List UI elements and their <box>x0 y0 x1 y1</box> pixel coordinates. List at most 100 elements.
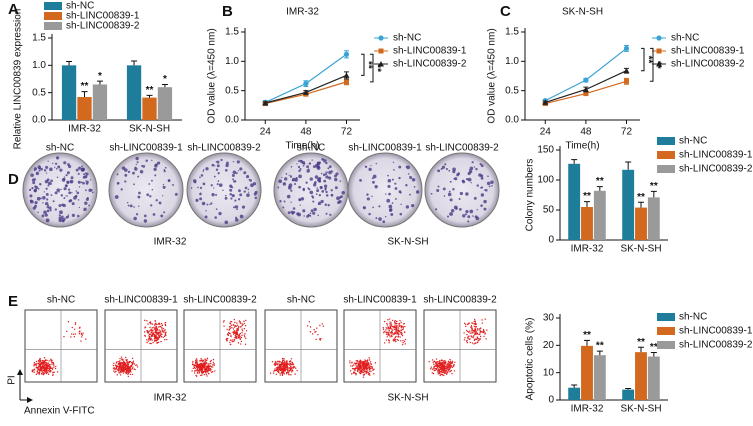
event <box>158 326 160 328</box>
event <box>474 332 477 335</box>
colony <box>294 183 297 186</box>
event <box>354 369 356 372</box>
colony <box>337 201 341 204</box>
colony <box>473 166 476 168</box>
legend-marker <box>378 35 384 41</box>
event <box>468 335 470 337</box>
event <box>161 326 163 329</box>
event <box>394 319 396 322</box>
colony <box>384 215 387 218</box>
colony <box>45 165 49 169</box>
colony <box>387 184 391 188</box>
colony <box>61 178 66 182</box>
event <box>404 338 407 341</box>
colony <box>297 212 302 217</box>
colony <box>302 164 305 167</box>
event <box>400 340 402 342</box>
event <box>290 364 292 366</box>
colony <box>324 203 328 206</box>
event <box>404 325 406 328</box>
event <box>294 373 296 375</box>
colony <box>390 212 394 216</box>
colony <box>232 170 237 175</box>
colony <box>307 187 309 189</box>
event <box>287 369 289 372</box>
event <box>233 330 236 332</box>
event <box>128 361 130 364</box>
colony <box>142 165 146 168</box>
event <box>66 330 68 333</box>
event <box>368 367 370 369</box>
colony <box>71 213 75 217</box>
event <box>441 366 443 369</box>
event <box>162 331 165 333</box>
event <box>208 363 211 365</box>
event <box>437 371 439 373</box>
colony <box>435 208 438 211</box>
panel-letter: E <box>8 293 18 310</box>
event <box>121 362 124 364</box>
colony <box>313 183 317 187</box>
event <box>35 360 38 363</box>
event <box>389 323 391 325</box>
event <box>160 333 162 335</box>
colony <box>287 211 291 215</box>
colony <box>89 179 92 181</box>
colony <box>163 170 166 173</box>
colony <box>28 188 32 191</box>
event <box>467 337 469 340</box>
significance-bracket <box>650 47 654 82</box>
event <box>159 336 161 338</box>
colony <box>143 219 148 223</box>
colony <box>230 197 233 200</box>
colony <box>162 195 164 197</box>
axis-label: PI <box>7 375 18 384</box>
marker <box>302 89 309 95</box>
event <box>237 329 239 331</box>
colony <box>243 190 246 193</box>
event <box>113 362 115 365</box>
colony <box>43 210 47 215</box>
event <box>207 363 209 365</box>
bar <box>593 190 606 240</box>
event <box>154 324 156 326</box>
event <box>482 329 485 331</box>
y-tick-label: 1.0 <box>32 60 46 71</box>
event <box>274 369 277 372</box>
colony <box>459 191 464 196</box>
colony <box>302 209 306 213</box>
colony <box>83 207 87 211</box>
colony <box>452 188 455 191</box>
event <box>274 360 277 363</box>
colony <box>232 194 234 196</box>
event <box>279 374 281 376</box>
colony <box>288 174 290 176</box>
event <box>474 320 476 322</box>
colony <box>29 199 33 203</box>
legend-swatch <box>657 327 675 335</box>
event <box>444 364 446 367</box>
event <box>70 333 73 335</box>
colony <box>406 165 410 170</box>
colony <box>246 193 250 197</box>
event <box>164 338 166 341</box>
event <box>393 321 396 323</box>
event <box>211 370 214 373</box>
event <box>49 366 52 369</box>
colony <box>467 177 472 182</box>
event <box>199 360 201 362</box>
event <box>43 360 46 363</box>
colony <box>86 196 89 199</box>
plate-label: sh-LINC00839-2 <box>187 143 261 154</box>
event <box>144 319 146 322</box>
event <box>479 335 482 338</box>
event <box>157 333 159 335</box>
event <box>200 364 202 367</box>
event <box>119 374 122 376</box>
event <box>154 320 156 322</box>
event <box>150 332 152 334</box>
event <box>469 332 471 334</box>
event <box>447 368 449 370</box>
event <box>48 369 51 371</box>
colony <box>46 178 50 182</box>
